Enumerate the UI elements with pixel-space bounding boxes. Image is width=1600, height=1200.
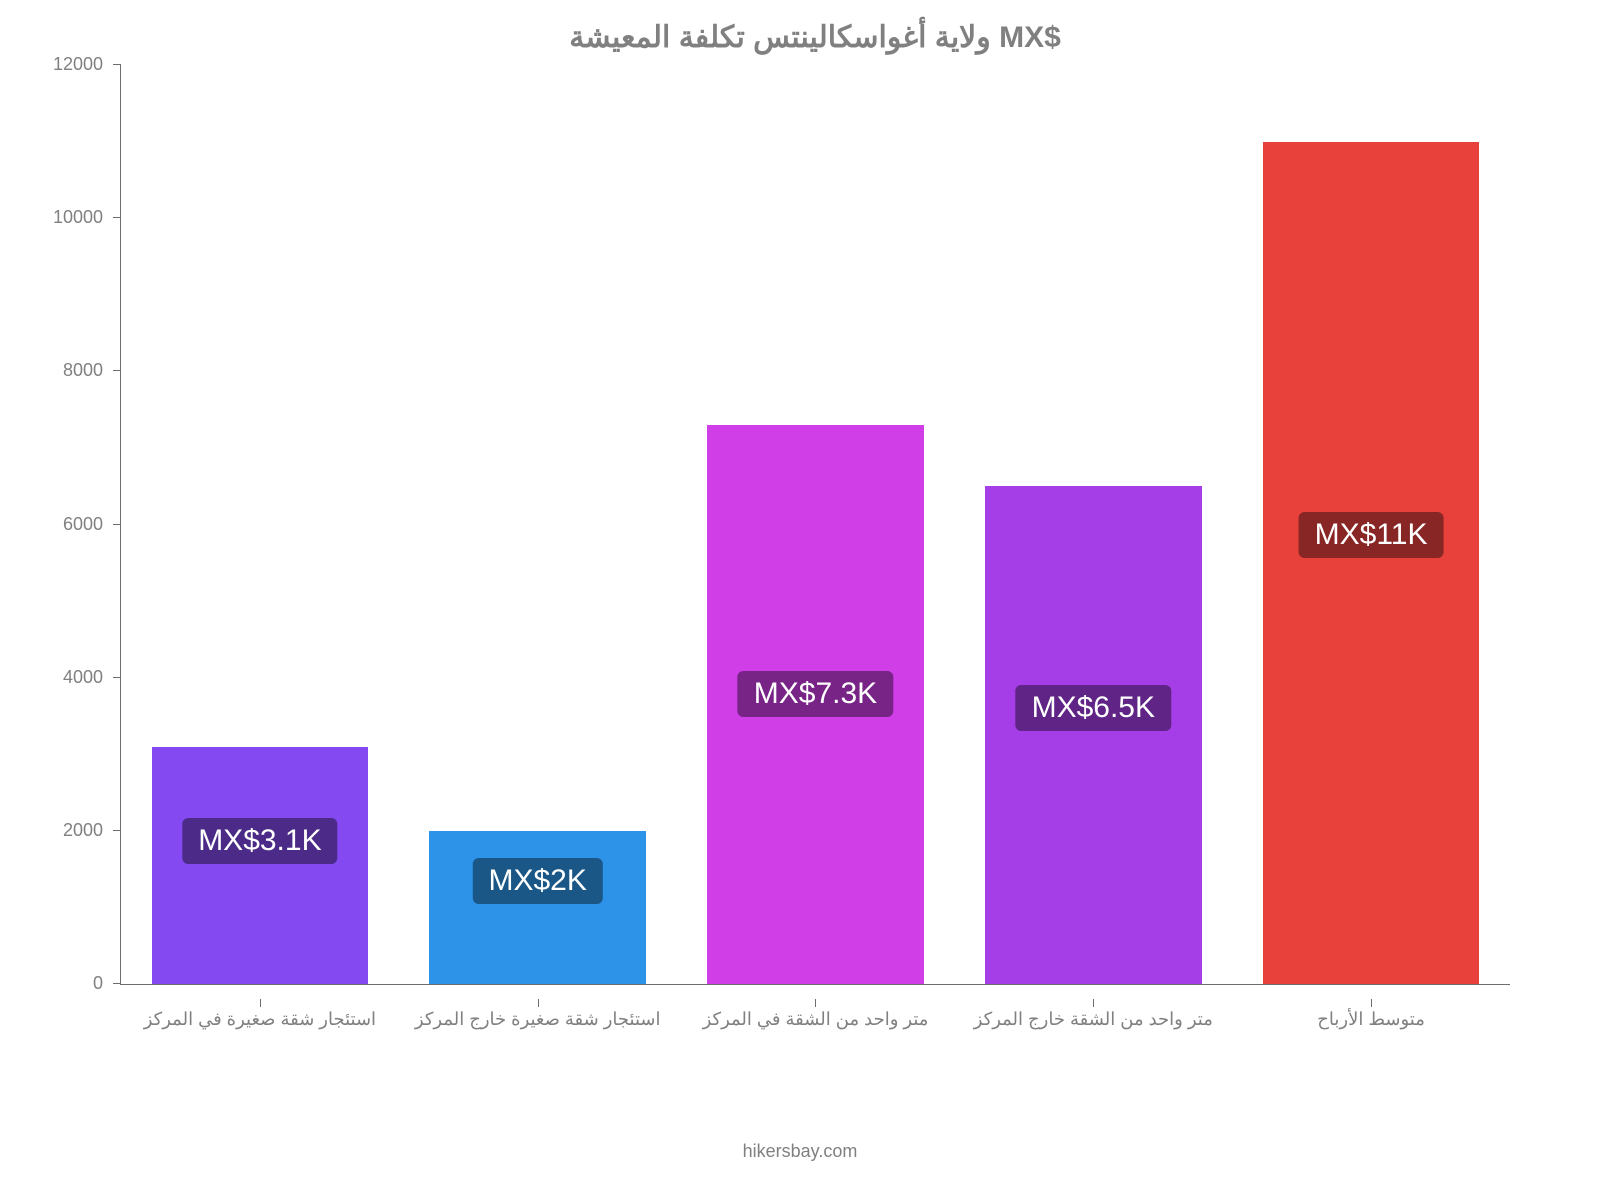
y-tick: 12000 <box>107 64 121 65</box>
y-tick-label: 8000 <box>63 360 103 381</box>
y-tick: 4000 <box>107 677 121 678</box>
y-tick: 8000 <box>107 370 121 371</box>
bar: MX$6.5K <box>985 486 1202 984</box>
y-tick-label: 12000 <box>53 54 103 75</box>
x-label: استئجار شقة صغيرة خارج المركز <box>399 1009 677 1030</box>
bar: MX$7.3K <box>707 425 924 984</box>
bar-value-badge: MX$3.1K <box>182 818 337 864</box>
bar: MX$2K <box>429 831 646 984</box>
cost-of-living-chart: ولاية أغواسكالينتس تكلفة المعيشة MX$ MX$… <box>0 0 1600 1200</box>
bar-value-badge: MX$7.3K <box>738 671 893 717</box>
y-tick: 0 <box>107 983 121 984</box>
x-label: متوسط الأرباح <box>1232 1009 1510 1030</box>
y-tick-label: 4000 <box>63 667 103 688</box>
y-tick-label: 2000 <box>63 820 103 841</box>
y-tick-label: 10000 <box>53 207 103 228</box>
y-tick-label: 6000 <box>63 514 103 535</box>
y-tick: 10000 <box>107 217 121 218</box>
y-tick: 2000 <box>107 830 121 831</box>
y-tick: 6000 <box>107 524 121 525</box>
bars-container: MX$3.1K MX$2K MX$7.3K MX$6.5K MX$11K <box>121 65 1510 984</box>
x-label: استئجار شقة صغيرة في المركز <box>121 1009 399 1030</box>
x-label: متر واحد من الشقة خارج المركز <box>954 1009 1232 1030</box>
bar-value-badge: MX$6.5K <box>1016 685 1171 731</box>
bar-slot: MX$3.1K <box>121 65 399 984</box>
chart-title: ولاية أغواسكالينتس تكلفة المعيشة MX$ <box>120 20 1510 55</box>
bar: MX$3.1K <box>152 747 369 984</box>
x-labels: استئجار شقة صغيرة في المركزاستئجار شقة ص… <box>121 1009 1510 1030</box>
bar-value-badge: MX$2K <box>472 858 602 904</box>
y-tick-label: 0 <box>93 973 103 994</box>
x-label: متر واحد من الشقة في المركز <box>677 1009 955 1030</box>
plot-area: MX$3.1KMX$2KMX$7.3KMX$6.5KMX$11K استئجار… <box>120 65 1510 985</box>
bar-slot: MX$11K <box>1232 65 1510 984</box>
bar-slot: MX$2K <box>399 65 677 984</box>
bar-slot: MX$6.5K <box>954 65 1232 984</box>
bar-value-badge: MX$11K <box>1299 512 1444 558</box>
attribution: hikersbay.com <box>0 1141 1600 1162</box>
bar: MX$11K <box>1263 142 1480 984</box>
bar-slot: MX$7.3K <box>677 65 955 984</box>
